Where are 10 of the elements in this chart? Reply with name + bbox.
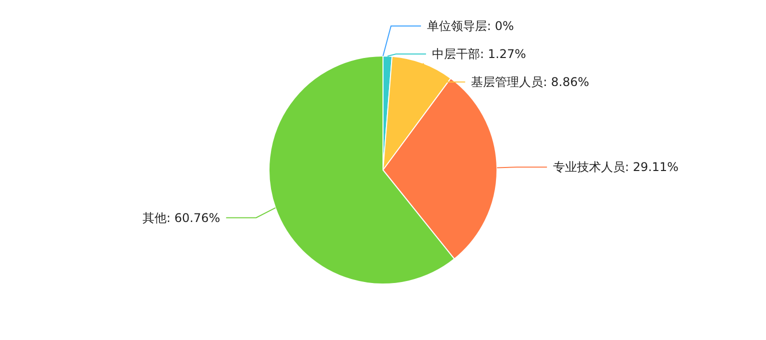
slice-label: 其他: [142, 210, 167, 225]
slice-label: 专业技术人员: [552, 160, 625, 174]
slice-label: 中层干部: [432, 47, 480, 61]
text: : 0%: [487, 19, 514, 33]
data-label: : 1.27%: [480, 47, 526, 61]
data-label: : 29.11%: [624, 160, 679, 174]
slice-label: 基层管理人员: [471, 75, 544, 89]
data-label: : 8.86%: [543, 75, 590, 89]
data-label: : 60.76%: [166, 210, 220, 225]
category-label: 单位领导层: [427, 19, 487, 33]
